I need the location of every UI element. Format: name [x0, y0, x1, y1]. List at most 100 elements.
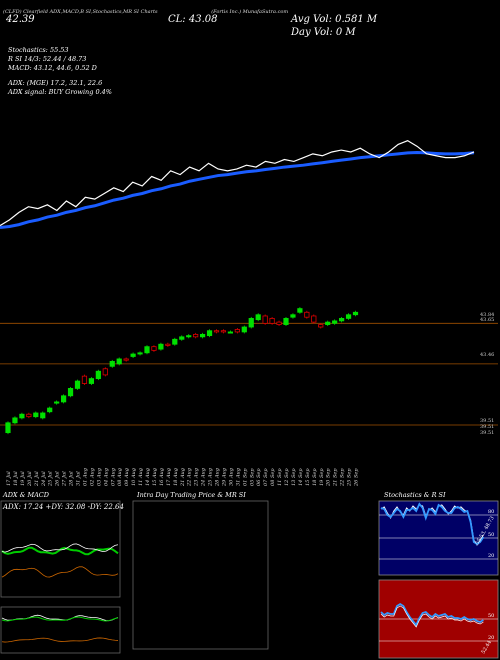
stoch-level-20-label: 20 [488, 553, 494, 559]
date-tick: 24 Aug [201, 468, 207, 487]
candle [269, 318, 275, 324]
adx-line [1, 543, 119, 553]
rsi-text: R SI 14/3: 52.44 / 48.73 [8, 55, 87, 63]
candle [151, 346, 157, 351]
date-tick: 21 Jul [34, 471, 40, 487]
candle [67, 388, 74, 397]
header-charts: SI Charts [133, 9, 158, 15]
candle [61, 395, 67, 403]
date-tick: 14 Aug [145, 468, 151, 486]
date-tick: 07 Sep [263, 468, 269, 486]
date-tick: 03 Aug [96, 468, 102, 486]
adx-panel-frame [0, 500, 121, 598]
candle [102, 368, 108, 376]
candle [130, 353, 136, 357]
date-tick: 10 Aug [131, 468, 137, 486]
candle [338, 318, 345, 322]
price-line-area [0, 139, 475, 229]
mrsi-panel-frame [132, 500, 269, 650]
candle [227, 331, 233, 334]
date-tick: 04 Aug [103, 468, 109, 486]
date-tick: 16 Aug [159, 468, 165, 486]
candle [234, 329, 240, 333]
date-tick: 28 Aug [215, 468, 221, 487]
rsi-level-50-label: 50 [488, 613, 494, 619]
header-ticker: (CLFD) Clearfield [3, 9, 48, 15]
candle [40, 412, 46, 419]
date-tick: 19 Jul [20, 471, 26, 486]
candle [123, 358, 129, 361]
close-alt-label: CL: 43.08 [168, 14, 218, 25]
candle [193, 333, 199, 338]
ma-line [0, 151, 475, 229]
date-tick: 25 Jul [48, 471, 54, 487]
stoch-level-80-label: 80 [488, 509, 494, 515]
date-tick: 12 Sep [284, 468, 290, 486]
candle [144, 346, 150, 354]
price-label-5: 39.51 [480, 424, 494, 430]
adx-minus-di [1, 566, 119, 578]
price-label-6: 39.51 [480, 430, 494, 436]
date-tick: 23 Aug [194, 468, 200, 487]
date-tick: 19 Sep [319, 468, 325, 486]
date-tick: 01 Aug [82, 468, 88, 486]
date-tick: 15 Sep [305, 468, 311, 486]
price-label-4: 39.51 [480, 418, 494, 424]
header-adx: ADX,MACD,B [49, 9, 84, 15]
avg-volume: Avg Vol: 0.581 M [291, 14, 378, 25]
candle [5, 422, 11, 434]
rsi-signal-line [380, 605, 484, 628]
candle [81, 375, 88, 384]
candle [158, 343, 164, 350]
rsi-level-20-label: 20 [488, 635, 494, 641]
date-tick: 20 Jul [27, 471, 33, 487]
candle [241, 326, 247, 333]
adx-signal-text: ADX signal: BUY Growing 0.4% [8, 88, 112, 96]
candle [54, 401, 60, 404]
candle [19, 413, 25, 419]
date-tick: 29 Aug [221, 468, 227, 487]
price-label-3: 43.46 [480, 352, 494, 358]
candle-area [0, 307, 498, 435]
adx-values: ADX: 17.24 +DY: 32.08 -DY: 22.64 [2, 503, 124, 511]
date-tick: 21 Sep [333, 468, 339, 487]
candle [213, 330, 220, 333]
candle [109, 361, 115, 367]
macd-signal [1, 616, 119, 622]
date-tick: 20 Sep [326, 468, 332, 487]
stoch-lines [380, 502, 485, 546]
date-tick: 28 Jul [69, 471, 75, 487]
candle [297, 308, 303, 313]
candle [74, 380, 81, 389]
price-label-2: 43.65 [480, 317, 494, 323]
date-tick: 06 Sep [256, 468, 262, 486]
candle [116, 358, 122, 365]
date-tick: 25 Aug [208, 468, 214, 487]
candle [206, 330, 213, 337]
candle [137, 352, 143, 355]
date-tick: 18 Jul [13, 471, 19, 486]
candle [186, 335, 192, 338]
candle [283, 318, 289, 325]
mrsi-panel-title: Intra Day Trading Price & MR SI [136, 491, 246, 499]
date-tick: 08 Aug [117, 468, 123, 486]
date-tick: 08 Sep [270, 468, 276, 486]
date-tick: 07 Aug [110, 468, 116, 486]
rsi-line [380, 602, 484, 627]
candle [262, 315, 268, 324]
candle [304, 311, 310, 318]
candle [332, 320, 338, 324]
candle [290, 314, 296, 318]
date-tick: 22 Aug [187, 468, 193, 487]
candle [172, 338, 178, 345]
candle [95, 370, 101, 379]
candle [325, 321, 331, 325]
date-axis: 17 Jul 18 Jul 19 Jul 20 Jul 21 Jul 24 Jul 25 J… [6, 468, 360, 487]
adx-text: ADX: (MGE) 17.2, 32.1, 22.6 [8, 79, 103, 87]
candle [255, 314, 261, 321]
candle [276, 321, 282, 325]
macd-panel-frame [0, 606, 121, 654]
candle [318, 324, 324, 328]
close-price: 42.39 [6, 14, 35, 25]
